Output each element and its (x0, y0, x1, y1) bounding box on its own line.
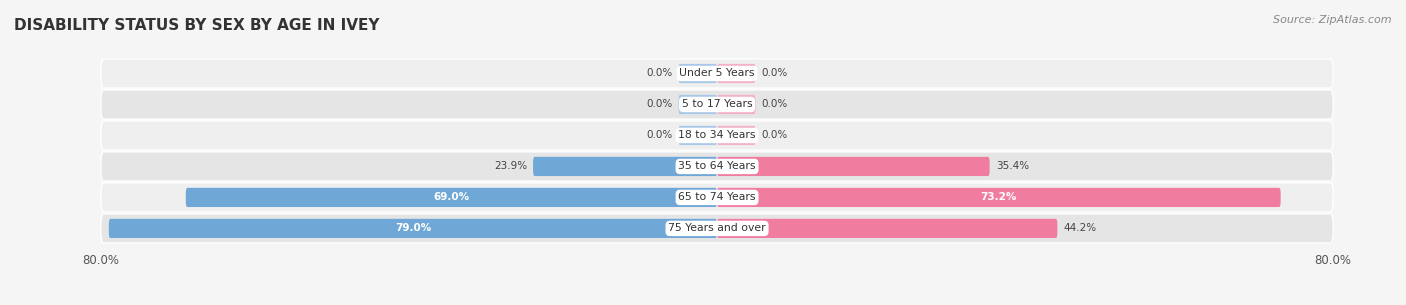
FancyBboxPatch shape (101, 152, 1333, 181)
FancyBboxPatch shape (717, 157, 990, 176)
FancyBboxPatch shape (101, 121, 1333, 150)
Text: 0.0%: 0.0% (647, 99, 672, 109)
Text: Source: ZipAtlas.com: Source: ZipAtlas.com (1274, 15, 1392, 25)
FancyBboxPatch shape (101, 183, 1333, 212)
Text: 35 to 64 Years: 35 to 64 Years (678, 161, 756, 171)
FancyBboxPatch shape (679, 95, 717, 114)
FancyBboxPatch shape (101, 214, 1333, 243)
Text: 73.2%: 73.2% (980, 192, 1017, 203)
FancyBboxPatch shape (108, 219, 717, 238)
Text: 0.0%: 0.0% (647, 131, 672, 141)
Text: 44.2%: 44.2% (1063, 223, 1097, 233)
Text: DISABILITY STATUS BY SEX BY AGE IN IVEY: DISABILITY STATUS BY SEX BY AGE IN IVEY (14, 18, 380, 33)
Text: 35.4%: 35.4% (995, 161, 1029, 171)
FancyBboxPatch shape (101, 90, 1333, 119)
FancyBboxPatch shape (101, 59, 1333, 88)
Text: Under 5 Years: Under 5 Years (679, 69, 755, 78)
Text: 0.0%: 0.0% (762, 131, 787, 141)
FancyBboxPatch shape (533, 157, 717, 176)
Text: 23.9%: 23.9% (494, 161, 527, 171)
FancyBboxPatch shape (186, 188, 717, 207)
FancyBboxPatch shape (717, 95, 755, 114)
FancyBboxPatch shape (717, 219, 1057, 238)
Text: 65 to 74 Years: 65 to 74 Years (678, 192, 756, 203)
FancyBboxPatch shape (717, 188, 1281, 207)
Text: 18 to 34 Years: 18 to 34 Years (678, 131, 756, 141)
Text: 0.0%: 0.0% (762, 69, 787, 78)
Text: 0.0%: 0.0% (647, 69, 672, 78)
Text: 79.0%: 79.0% (395, 223, 432, 233)
FancyBboxPatch shape (717, 64, 755, 83)
Text: 5 to 17 Years: 5 to 17 Years (682, 99, 752, 109)
FancyBboxPatch shape (679, 64, 717, 83)
Text: 69.0%: 69.0% (433, 192, 470, 203)
FancyBboxPatch shape (717, 126, 755, 145)
Text: 0.0%: 0.0% (762, 99, 787, 109)
FancyBboxPatch shape (679, 126, 717, 145)
Text: 75 Years and over: 75 Years and over (668, 223, 766, 233)
